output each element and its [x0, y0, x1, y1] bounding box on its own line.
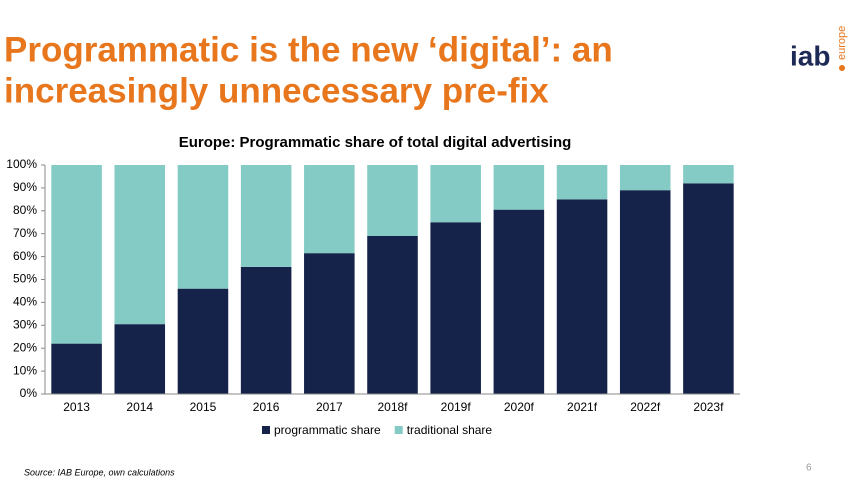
bar-segment	[493, 209, 545, 394]
x-tick-label: 2019f	[441, 400, 472, 414]
x-tick-label: 2022f	[630, 400, 661, 414]
y-tick-label: 80%	[13, 203, 37, 217]
x-tick-label: 2023f	[693, 400, 724, 414]
bar-segment	[177, 288, 229, 394]
y-tick-label: 30%	[13, 317, 37, 331]
slide-title: increasingly unnecessary pre-fix	[4, 71, 549, 110]
x-tick-label: 2016	[253, 400, 280, 414]
bar-segment	[367, 165, 418, 236]
x-tick-label: 2018f	[377, 400, 408, 414]
bar-segment	[493, 165, 545, 210]
source: Source: IAB Europe, own calculations	[24, 467, 175, 477]
bar-segment	[683, 183, 734, 394]
y-tick-label: 70%	[13, 226, 37, 240]
legend-swatch	[394, 426, 403, 434]
bar-segment	[619, 190, 671, 394]
bar-segment	[430, 222, 481, 394]
logo-subtext: europe	[836, 26, 848, 60]
legend-label: programmatic share	[274, 423, 381, 437]
bar-segment	[367, 235, 418, 394]
x-tick-label: 2017	[316, 400, 343, 414]
y-tick-label: 20%	[13, 340, 37, 354]
x-tick-label: 2021f	[567, 400, 598, 414]
bar-segment	[683, 165, 734, 184]
bar-segment	[556, 165, 608, 200]
bar-segment	[304, 165, 355, 254]
legend-label: traditional share	[407, 423, 493, 437]
bar-segment	[51, 343, 102, 394]
slide-title: Programmatic is the new ‘digital’: an	[4, 30, 613, 69]
logo-dot	[839, 65, 845, 71]
x-tick-label: 2014	[126, 400, 153, 414]
bar-segment	[51, 165, 102, 344]
bar-segment	[556, 199, 608, 394]
bar-segment	[177, 165, 229, 289]
bar-segment	[240, 165, 292, 267]
legend-swatch	[262, 426, 270, 434]
y-tick-label: 40%	[13, 295, 37, 309]
y-tick-label: 50%	[13, 272, 37, 286]
y-tick-label: 0%	[20, 386, 38, 400]
bar-segment	[114, 165, 166, 325]
bar-segment	[304, 253, 355, 394]
x-tick-label: 2015	[190, 400, 217, 414]
x-tick-label: 2013	[63, 400, 90, 414]
y-tick-label: 10%	[13, 363, 37, 377]
bar-segment	[619, 165, 671, 191]
logo: iab	[790, 40, 830, 71]
page-number: 6	[806, 463, 812, 474]
y-tick-label: 90%	[13, 180, 37, 194]
bar-segment	[430, 165, 481, 223]
chart-title: Europe: Programmatic share of total digi…	[179, 134, 572, 151]
y-tick-label: 60%	[13, 249, 37, 263]
bar-segment	[114, 324, 166, 394]
x-tick-label: 2020f	[504, 400, 535, 414]
y-tick-label: 100%	[6, 157, 37, 171]
bar-segment	[240, 266, 292, 394]
